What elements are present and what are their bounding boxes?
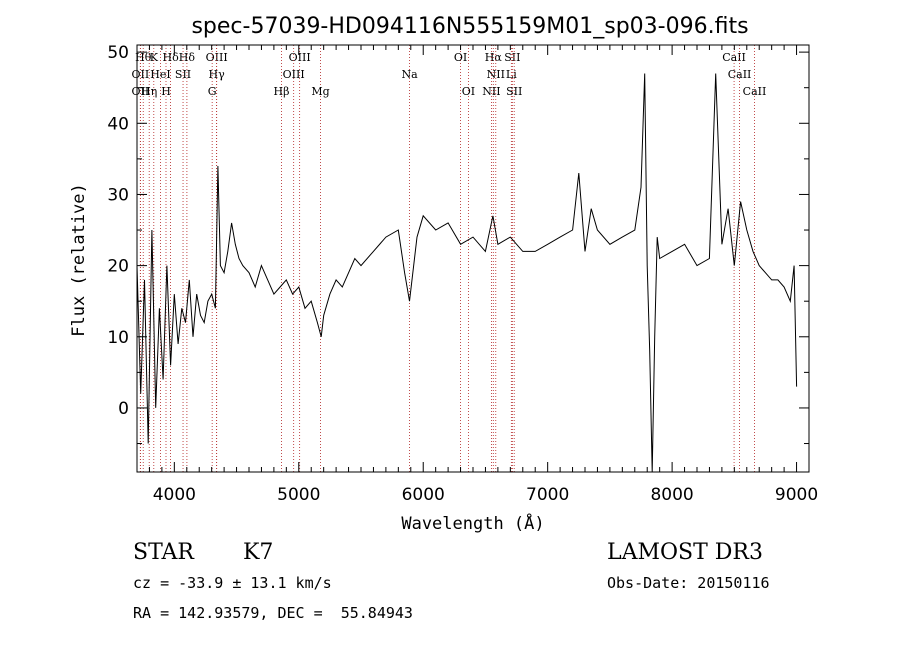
- x-tick-label: 5000: [277, 485, 320, 505]
- redshift-cz: cz = -33.9 ± 13.1 km/s: [133, 574, 332, 592]
- line-marker-label: CaII: [728, 68, 752, 81]
- line-marker-label: SII: [506, 85, 522, 98]
- line-marker-label: Hθ: [135, 51, 152, 64]
- line-marker-label: CaII: [743, 85, 767, 98]
- axes: 4000 5000 6000 7000 8000 9000 0 10 20 30 40 50: [107, 43, 818, 505]
- line-marker-label: OII: [132, 85, 150, 98]
- x-tick-label: 6000: [402, 485, 445, 505]
- y-tick-label: 40: [107, 114, 129, 134]
- observation-date: Obs-Date: 20150116: [607, 574, 770, 592]
- line-marker-label: SII: [504, 51, 520, 64]
- x-tick-label: 7000: [526, 485, 569, 505]
- line-marker-label: OIII: [289, 51, 311, 64]
- x-tick-label: 4000: [153, 485, 196, 505]
- line-marker-label: CaII: [722, 51, 746, 64]
- y-tick-label: 50: [107, 43, 129, 63]
- spectrum-line: [136, 73, 798, 473]
- line-marker-label: K: [150, 51, 159, 64]
- line-marker-label: SII: [175, 68, 191, 81]
- survey-name: LAMOST DR3: [607, 540, 763, 565]
- plot-frame: [136, 44, 810, 473]
- line-marker-label: OI: [462, 85, 475, 98]
- chart-title: spec-57039-HD094116N555159M01_sp03-096.f…: [191, 14, 748, 39]
- line-marker-label: Hδ: [179, 51, 196, 64]
- line-marker-label: OI: [454, 51, 467, 64]
- object-subclass: K7: [243, 540, 274, 565]
- x-axis-label: Wavelength (Å): [401, 512, 544, 534]
- line-marker-label: H: [161, 85, 171, 98]
- line-marker-label: Na: [401, 68, 418, 81]
- y-axis-label: Flux (relative): [69, 183, 89, 337]
- line-marker-label: Li: [506, 68, 517, 81]
- y-tick-label: 0: [118, 399, 129, 419]
- line-marker-label: Hδ: [162, 51, 179, 64]
- line-marker-label: Mg: [311, 85, 329, 98]
- line-marker-label: OIII: [283, 68, 305, 81]
- y-tick-label: 10: [107, 328, 129, 348]
- coordinates: RA = 142.93579, DEC = 55.84943: [133, 604, 413, 622]
- y-tick-label: 30: [107, 185, 129, 205]
- x-tick-label: 8000: [650, 485, 693, 505]
- line-marker-label: Hβ: [274, 85, 290, 98]
- x-tick-label: 9000: [775, 485, 818, 505]
- line-marker-label: G: [208, 85, 217, 98]
- line-marker-label: HeI: [150, 68, 170, 81]
- spectrum-series: [136, 73, 798, 473]
- y-tick-label: 20: [107, 257, 129, 277]
- line-marker-label: OII: [132, 68, 150, 81]
- line-marker-label: Hη: [141, 85, 157, 98]
- object-class: STAR: [133, 540, 194, 565]
- line-marker-label: NII: [482, 85, 500, 98]
- line-marker-label: Hα: [485, 51, 503, 64]
- line-marker-label: NII: [487, 68, 505, 81]
- line-marker-label: Hγ: [209, 68, 226, 81]
